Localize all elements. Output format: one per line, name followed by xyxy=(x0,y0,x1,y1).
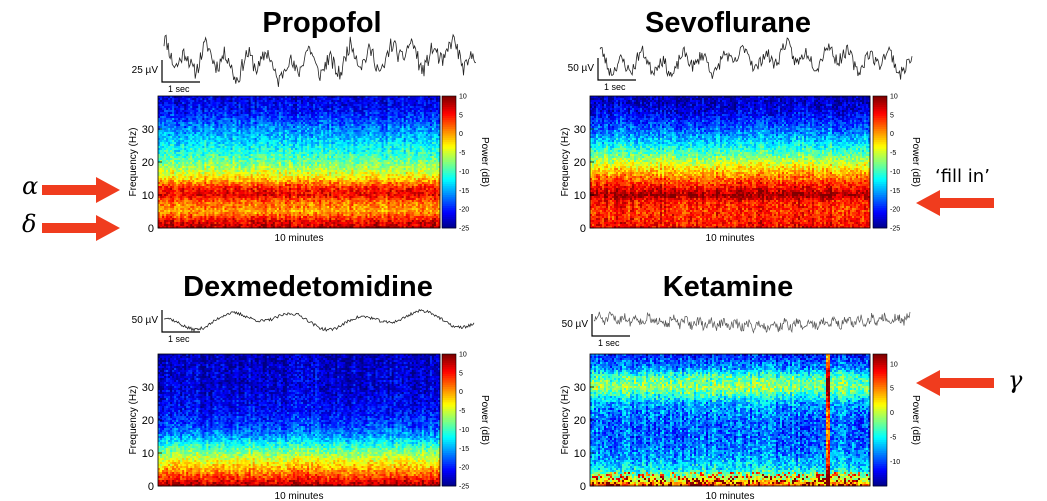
fill-in-arrow xyxy=(914,188,998,218)
panel-title: Sevoflurane xyxy=(645,7,811,39)
colorbar-label: Power (dB) xyxy=(479,137,490,187)
panel-title: Dexmedetomidine xyxy=(183,271,433,303)
y-tick-label: 10 xyxy=(574,190,586,202)
y-axis-label: Frequency (Hz) xyxy=(560,386,571,455)
y-tick-label: 0 xyxy=(148,223,154,235)
scale-voltage-label: 50 µV xyxy=(132,315,159,326)
colorbar-tick-label: -5 xyxy=(890,150,896,157)
colorbar-tick-label: 10 xyxy=(890,361,898,368)
x-axis-label: 10 minutes xyxy=(275,491,324,501)
panel-title: Ketamine xyxy=(663,271,794,303)
colorbar-tick-label: 10 xyxy=(890,94,898,101)
y-tick-label: 0 xyxy=(148,481,154,493)
alpha-arrow xyxy=(38,175,122,205)
y-tick-label: 20 xyxy=(142,157,154,169)
colorbar xyxy=(442,354,456,486)
eeg-trace xyxy=(164,310,474,331)
colorbar-tick-label: -20 xyxy=(890,207,900,214)
colorbar-tick-label: 0 xyxy=(459,389,463,396)
colorbar-tick-label: -10 xyxy=(459,427,469,434)
colorbar-tick-label: 10 xyxy=(459,94,467,101)
scale-voltage-label: 50 µV xyxy=(568,63,595,74)
colorbar-tick-label: 5 xyxy=(890,112,894,119)
y-tick-label: 30 xyxy=(574,382,586,394)
y-tick-label: 0 xyxy=(580,481,586,493)
colorbar-tick-label: -15 xyxy=(459,188,469,195)
colorbar-tick-label: 0 xyxy=(890,131,894,138)
colorbar-tick-label: 0 xyxy=(459,131,463,138)
x-axis-label: 10 minutes xyxy=(275,233,324,244)
delta-label: δ xyxy=(22,210,36,238)
scale-time-label: 1 sec xyxy=(598,338,620,348)
y-tick-label: 10 xyxy=(574,448,586,460)
x-axis-label: 10 minutes xyxy=(706,233,755,244)
eeg-trace xyxy=(594,312,910,333)
y-tick-label: 0 xyxy=(580,223,586,235)
panel-title: Propofol xyxy=(262,7,381,39)
gamma-label: γ xyxy=(1008,366,1022,394)
y-tick-label: 10 xyxy=(142,190,154,202)
colorbar-label: Power (dB) xyxy=(910,137,921,187)
colorbar-tick-label: -25 xyxy=(459,484,469,491)
colorbar-tick-label: -25 xyxy=(890,226,900,233)
colorbar-tick-label: 5 xyxy=(890,386,894,393)
scale-time-label: 1 sec xyxy=(168,334,190,344)
colorbar-tick-label: -20 xyxy=(459,207,469,214)
colorbar-tick-label: 10 xyxy=(459,352,467,359)
panel-group: Dexmedetomidine 50 µV 1 sec 0 10 20 30Frequenc… xyxy=(128,271,490,501)
colorbar xyxy=(873,96,887,228)
spectrogram xyxy=(590,354,870,486)
colorbar-tick-label: -15 xyxy=(459,446,469,453)
spectrogram xyxy=(158,96,440,228)
scale-time-label: 1 sec xyxy=(604,82,626,92)
colorbar-tick-label: -5 xyxy=(890,435,896,442)
colorbar-tick-label: -5 xyxy=(459,408,465,415)
gamma-arrow xyxy=(914,368,998,398)
y-tick-label: 30 xyxy=(574,124,586,136)
delta-arrow xyxy=(38,213,122,243)
y-tick-label: 30 xyxy=(142,382,154,394)
spectrogram xyxy=(590,96,870,228)
colorbar-label: Power (dB) xyxy=(479,395,490,445)
colorbar-tick-label: -15 xyxy=(890,188,900,195)
colorbar xyxy=(442,96,456,228)
y-axis-label: Frequency (Hz) xyxy=(128,386,139,455)
colorbar xyxy=(873,354,887,486)
y-tick-label: 20 xyxy=(574,415,586,427)
scale-voltage-label: 25 µV xyxy=(132,65,159,76)
x-axis-label: 10 minutes xyxy=(706,491,755,501)
y-tick-label: 10 xyxy=(142,448,154,460)
colorbar-tick-label: -10 xyxy=(890,459,900,466)
colorbar-label: Power (dB) xyxy=(910,395,921,445)
colorbar-tick-label: 0 xyxy=(890,410,894,417)
eeg-trace xyxy=(600,38,912,80)
y-tick-label: 30 xyxy=(142,124,154,136)
alpha-label: α xyxy=(22,172,38,200)
y-tick-label: 20 xyxy=(142,415,154,427)
colorbar-tick-label: 5 xyxy=(459,370,463,377)
colorbar-tick-label: 5 xyxy=(459,112,463,119)
y-axis-label: Frequency (Hz) xyxy=(128,128,139,197)
colorbar-tick-label: -5 xyxy=(459,150,465,157)
y-axis-label: Frequency (Hz) xyxy=(560,128,571,197)
y-tick-label: 20 xyxy=(574,157,586,169)
spectrogram xyxy=(158,354,440,486)
colorbar-tick-label: -10 xyxy=(459,169,469,176)
scale-voltage-label: 50 µV xyxy=(562,319,589,330)
colorbar-tick-label: -10 xyxy=(890,169,900,176)
scale-bar xyxy=(162,310,200,332)
colorbar-tick-label: -25 xyxy=(459,226,469,233)
fill-in-label: ‘fill in’ xyxy=(935,166,990,187)
colorbar-tick-label: -20 xyxy=(459,465,469,472)
scale-time-label: 1 sec xyxy=(168,84,190,94)
eeg-trace xyxy=(164,35,476,87)
